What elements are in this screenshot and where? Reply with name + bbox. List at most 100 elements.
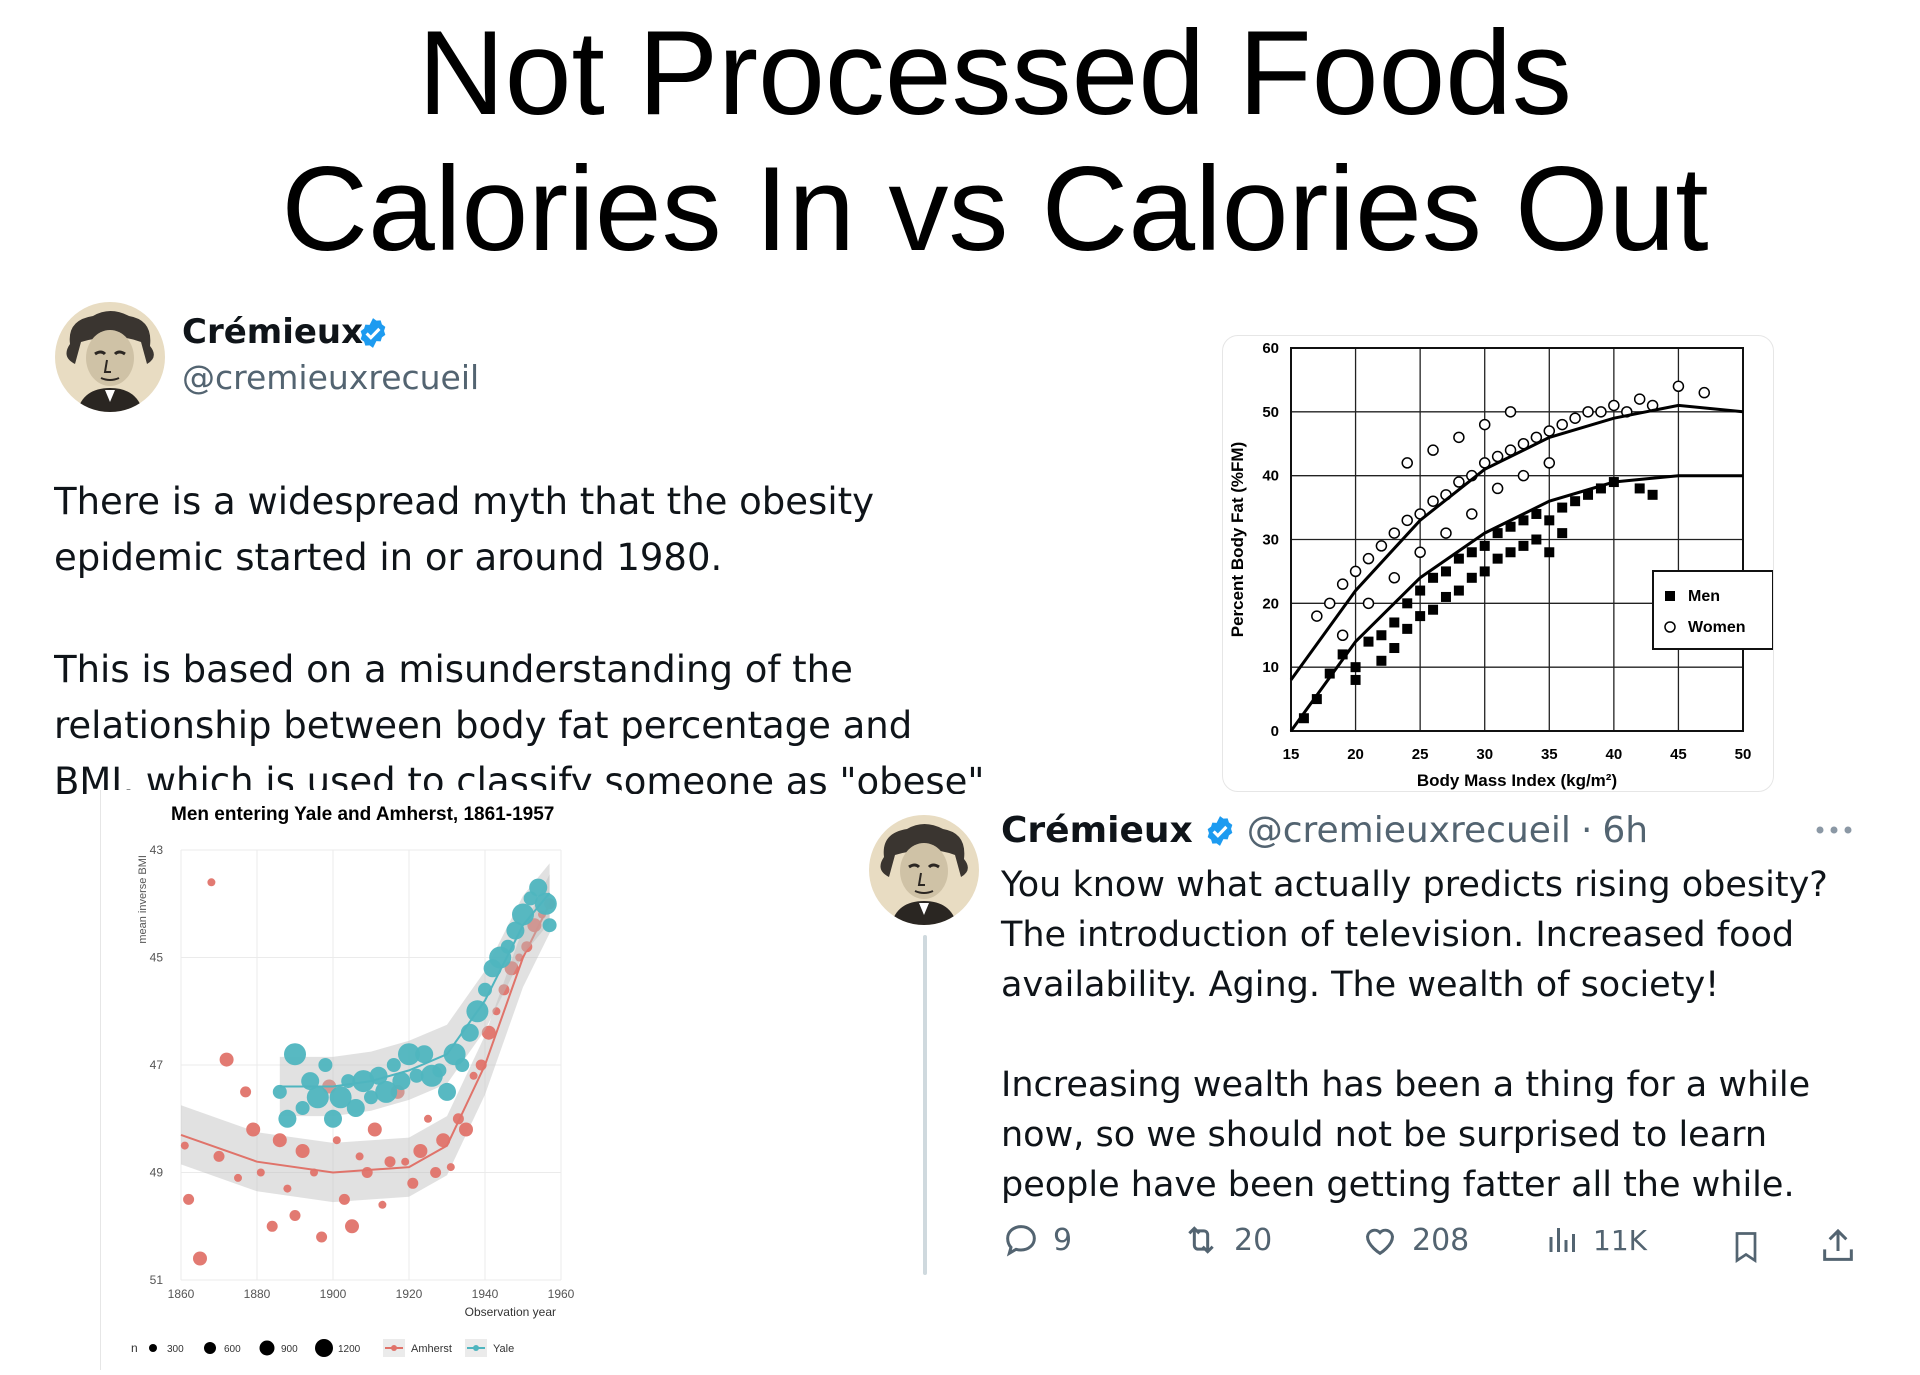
yale-point <box>529 878 548 897</box>
x-tick-label: 15 <box>1283 746 1300 763</box>
y-tick-label: 47 <box>150 1058 164 1072</box>
amherst-point <box>213 1150 225 1162</box>
plot-frame <box>1290 347 1744 732</box>
men-point <box>1428 572 1439 583</box>
fit-curve <box>1289 403 1744 681</box>
meme-title-line-2: Calories In vs Calories Out <box>281 142 1709 276</box>
reply-button[interactable]: 9 <box>1001 1220 1072 1260</box>
x-tick-label: 1860 <box>168 1287 195 1301</box>
like-count: 208 <box>1412 1222 1470 1258</box>
yale-point <box>278 1109 297 1128</box>
women-point <box>1401 457 1413 469</box>
yale-point <box>398 1043 420 1066</box>
women-point <box>1388 527 1401 539</box>
size-legend-dot <box>315 1339 333 1357</box>
men-point <box>1389 643 1400 654</box>
views-button[interactable]: 11K <box>1545 1220 1647 1260</box>
legend-women-label: Women <box>1688 619 1745 636</box>
share-icon[interactable] <box>1818 1225 1858 1267</box>
reply-icon <box>1006 1225 1036 1257</box>
legend-men-marker <box>1665 591 1675 601</box>
y-tick-label: 40 <box>1262 468 1279 485</box>
x-tick-label: 20 <box>1347 746 1364 763</box>
x-tick-label: 25 <box>1412 746 1429 763</box>
avatar[interactable] <box>869 815 979 925</box>
amherst-point <box>183 1193 195 1205</box>
meme-title-line-1: Not Processed Foods <box>418 6 1572 140</box>
yale-trend-line <box>279 892 551 1088</box>
author-handle[interactable]: @cremieuxrecueil <box>1246 810 1571 851</box>
men-point <box>1557 528 1568 539</box>
more-dots-icon[interactable] <box>1814 822 1854 838</box>
tweet-line: availability. Aging. The wealth of socie… <box>1001 965 1720 1005</box>
women-point <box>1453 431 1465 444</box>
amherst-point <box>295 1144 310 1158</box>
amherst-point <box>345 1219 359 1234</box>
women-point <box>1491 482 1504 495</box>
yale-point <box>318 1058 333 1072</box>
men-point <box>1453 585 1464 596</box>
amherst-point <box>180 1141 189 1150</box>
repost-button[interactable]: 20 <box>1180 1220 1272 1260</box>
amherst-point <box>430 1167 442 1178</box>
yale-point <box>352 1070 375 1093</box>
men-point <box>1570 496 1581 507</box>
x-tick-label: 1960 <box>548 1287 575 1301</box>
like-button[interactable]: 208 <box>1360 1220 1469 1260</box>
author-handle[interactable]: @cremieuxrecueil <box>182 358 480 397</box>
women-point <box>1414 546 1426 559</box>
men-point <box>1479 566 1490 577</box>
x-tick-label: 50 <box>1735 746 1752 763</box>
women-point <box>1543 425 1556 437</box>
amherst-point <box>246 1122 261 1137</box>
avatar-portrait-icon <box>55 302 165 412</box>
author-name[interactable]: Crémieux <box>182 312 364 352</box>
yale-point <box>409 1068 424 1083</box>
yale-point <box>415 1045 434 1064</box>
men-point <box>1298 713 1309 724</box>
men-point <box>1531 534 1542 545</box>
women-point <box>1336 578 1349 590</box>
amherst-point <box>459 1122 473 1137</box>
yale-point <box>506 921 525 940</box>
women-point <box>1698 386 1711 399</box>
men-point <box>1505 521 1516 532</box>
amherst-point <box>266 1220 278 1232</box>
tweet-line: now, so we should not be surprised to le… <box>1001 1115 1768 1155</box>
size-legend-dot <box>149 1344 157 1352</box>
bookmark-icon[interactable] <box>1728 1227 1764 1267</box>
tweet-line: You know what actually predicts rising o… <box>1001 865 1828 905</box>
timestamp[interactable]: 6h <box>1602 810 1649 851</box>
legend-box <box>1652 570 1774 650</box>
author-name[interactable]: Crémieux <box>1001 810 1193 851</box>
men-point <box>1647 489 1658 500</box>
size-legend-value: 900 <box>281 1344 298 1355</box>
tweet-header: Crémieux @cremieuxrecueil · 6h <box>1001 810 1648 851</box>
amherst-point <box>424 1114 432 1123</box>
y-tick-label: 20 <box>1262 595 1279 612</box>
avatar[interactable] <box>55 302 165 412</box>
yale-point <box>324 1109 342 1128</box>
yale-point <box>284 1043 306 1066</box>
men-point <box>1376 630 1387 641</box>
yale-point <box>460 1023 479 1042</box>
size-legend-value: 300 <box>167 1344 184 1355</box>
yale-point <box>364 1090 378 1105</box>
y-tick-label: 0 <box>1271 723 1279 740</box>
yale-point <box>306 1086 329 1109</box>
yale-amherst-chart: Men entering Yale and Amherst, 1861-1957… <box>100 790 621 1370</box>
x-tick-label: 30 <box>1476 746 1493 763</box>
fit-curve <box>1289 474 1743 732</box>
men-point <box>1595 483 1606 494</box>
men-point <box>1505 547 1516 558</box>
men-point <box>1518 515 1529 526</box>
tweet-line: people have been getting fatter all the … <box>1001 1165 1795 1205</box>
yale-point <box>438 1082 456 1101</box>
women-point <box>1453 476 1465 488</box>
men-point <box>1350 662 1361 673</box>
men-point <box>1350 674 1361 685</box>
amherst-point <box>219 1052 234 1067</box>
women-point <box>1440 527 1452 539</box>
chart-title: Men entering Yale and Amherst, 1861-1957 <box>171 804 554 825</box>
women-point <box>1362 597 1375 610</box>
